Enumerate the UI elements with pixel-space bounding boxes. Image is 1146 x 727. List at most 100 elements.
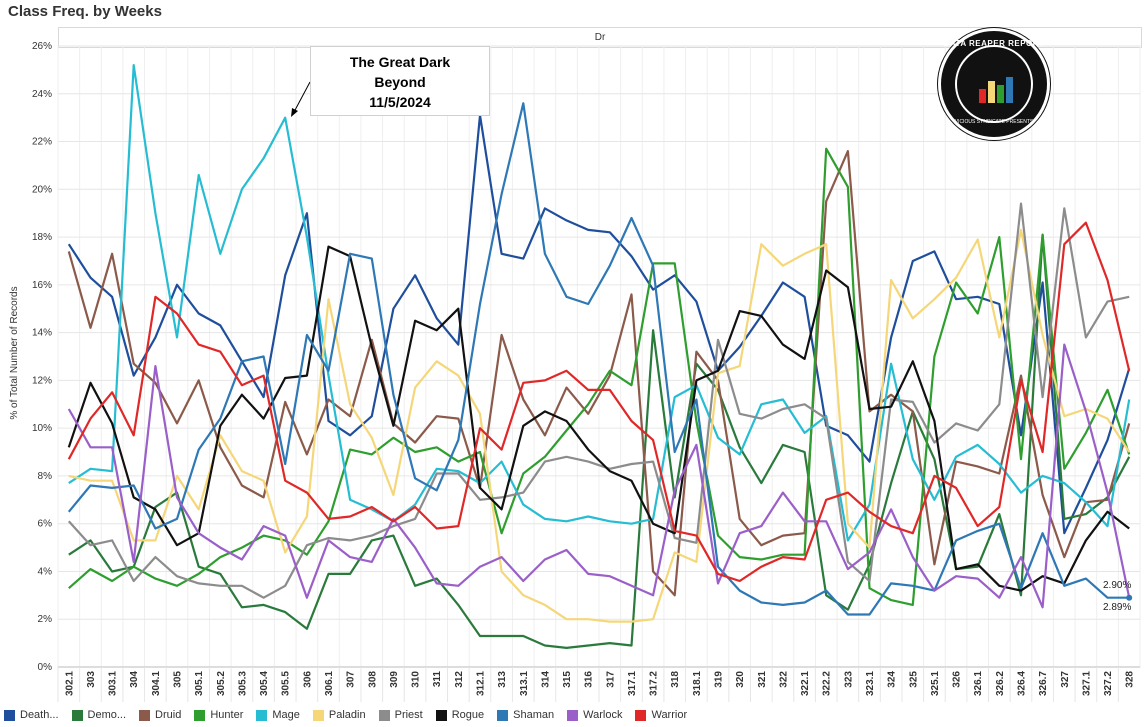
x-tick-label: 314	[540, 671, 551, 688]
series-line-paladin	[68, 228, 1131, 623]
x-tick-label: 325	[908, 671, 919, 688]
legend-item[interactable]: Paladin	[312, 709, 366, 721]
x-tick-label: 327	[1060, 671, 1071, 688]
series-line-druid	[67, 150, 1131, 597]
y-tick-label: 0%	[38, 662, 53, 673]
legend-swatch	[312, 709, 324, 721]
y-axis-label: % of Total Number of Records	[9, 286, 20, 419]
x-tick-label: 327.1	[1081, 671, 1092, 696]
end-label-lower: 2.89%	[1103, 602, 1131, 613]
x-tick-label: 321	[757, 671, 768, 688]
y-tick-label: 20%	[32, 184, 52, 195]
x-tick-label: 312	[454, 671, 465, 688]
axis-layer: 0% 2% 4% 6% 8% 10% 12% 14% 16% 18% 20% 22% 24% 26% 302…	[32, 41, 1140, 702]
logo-bar-icon	[997, 85, 1004, 103]
x-tick-label: 326.2	[995, 671, 1006, 696]
legend-item[interactable]: Druid	[139, 709, 181, 721]
x-tick-label: 305.2	[216, 671, 227, 696]
end-label-upper: 2.90%	[1103, 580, 1131, 591]
legend-item[interactable]: Warrior	[635, 709, 687, 721]
legend-swatch	[435, 709, 447, 721]
x-tick-label: 313.1	[519, 671, 530, 696]
series-layer	[67, 63, 1133, 650]
y-tick-label: 26%	[32, 41, 52, 52]
legend-swatch	[497, 709, 509, 721]
x-tick-label: 308	[367, 671, 378, 688]
logo-bar-icon	[988, 81, 995, 103]
x-tick-label: 317.2	[649, 671, 660, 696]
x-tick-label: 303.1	[108, 671, 119, 696]
legend-item[interactable]: Mage	[256, 709, 300, 721]
legend-swatch	[635, 709, 647, 721]
legend-label: Mage	[272, 709, 300, 721]
y-tick-label: 16%	[32, 280, 52, 291]
x-tick-label: 305	[173, 671, 184, 688]
x-tick-label: 303	[86, 671, 97, 688]
y-tick-label: 14%	[32, 328, 52, 339]
x-tick-label: 319	[714, 671, 725, 688]
x-tick-label: 311	[432, 671, 443, 688]
x-tick-label: 305.5	[281, 671, 292, 696]
x-tick-label: 318.1	[692, 671, 703, 696]
legend-item[interactable]: Demo...	[71, 709, 126, 721]
x-tick-label: 325.1	[930, 671, 941, 696]
x-tick-label: 302.1	[64, 671, 75, 696]
panel-header: Dr	[58, 27, 1142, 48]
legend-label: Shaman	[513, 709, 555, 721]
legend-item[interactable]: Warlock	[567, 709, 622, 721]
y-tick-label: 2%	[38, 614, 53, 625]
legend-label: Rogue	[451, 709, 485, 721]
series-end-marker	[1126, 594, 1133, 601]
x-tick-label: 317	[605, 671, 616, 688]
legend: Death... Demo... Druid Hunter Mage Paladin Pri…	[4, 706, 700, 724]
data-reaper-logo: DATA REAPER REPORT VICIOUS SYNDICATE PRE…	[938, 28, 1050, 140]
x-tick-label: 327.2	[1103, 671, 1114, 696]
legend-item[interactable]: Shaman	[497, 709, 554, 721]
logo-text: DATA REAPER REPORT	[943, 39, 1045, 48]
legend-label: Death...	[20, 709, 59, 721]
legend-swatch	[194, 709, 206, 721]
series-line-hunter	[68, 147, 1131, 607]
legend-item[interactable]: Hunter	[194, 709, 243, 721]
x-tick-label: 322.2	[822, 671, 833, 696]
legend-item[interactable]: Priest	[378, 709, 423, 721]
y-tick-label: 24%	[32, 89, 52, 100]
x-tick-label: 304.1	[151, 671, 162, 696]
logo-bar-icon	[1006, 77, 1013, 103]
chart-title: Class Freq. by Weeks	[8, 3, 162, 20]
annotation-line-1: The Great Dark	[349, 54, 451, 70]
x-tick-label: 304	[129, 671, 140, 688]
logo-ring	[955, 45, 1033, 123]
x-tick-label: 322.1	[800, 671, 811, 696]
series-line-mage	[68, 63, 1131, 542]
x-tick-label: 313	[497, 671, 508, 688]
legend-swatch	[378, 709, 390, 721]
series-line-rogue	[67, 245, 1130, 592]
logo-bar-icon	[979, 89, 986, 103]
legend-label: Druid	[155, 709, 182, 721]
y-tick-label: 8%	[38, 471, 53, 482]
legend-item[interactable]: Rogue	[435, 709, 485, 721]
x-tick-label: 318	[670, 671, 681, 688]
series-line-shaman	[67, 102, 1130, 616]
x-tick-label: 316	[584, 671, 595, 688]
x-tick-label: 322	[778, 671, 789, 688]
y-tick-label: 18%	[32, 232, 52, 243]
series-line-warrior	[67, 221, 1131, 583]
legend-item[interactable]: Death...	[4, 709, 59, 721]
annotation-line-2: Beyond	[374, 74, 426, 90]
legend-label: Warlock	[583, 709, 623, 721]
logo-subtext: VICIOUS SYNDICATE PRESENTS	[954, 119, 1034, 125]
x-tick-label: 307	[346, 671, 357, 688]
legend-label: Priest	[394, 709, 423, 721]
y-tick-label: 22%	[32, 137, 52, 148]
x-tick-label: 328	[1125, 671, 1136, 688]
annotation-line-3: 11/5/2024	[369, 94, 431, 110]
x-tick-label: 305.3	[237, 671, 248, 696]
y-tick-label: 6%	[38, 519, 53, 530]
x-tick-label: 326.7	[1038, 671, 1049, 696]
x-tick-label: 323	[843, 671, 854, 688]
x-tick-label: 324	[887, 671, 898, 688]
x-tick-label: 306.1	[324, 671, 335, 696]
